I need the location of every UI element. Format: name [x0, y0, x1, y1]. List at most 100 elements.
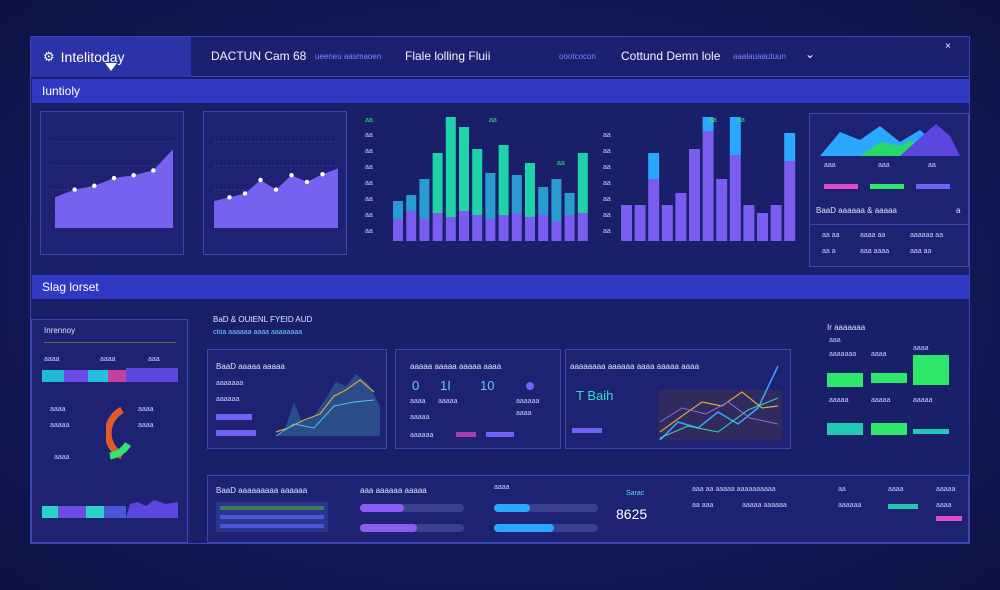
right-table-label-8: aaaa: [936, 502, 952, 509]
widget-b-label-1: aaaa: [410, 398, 426, 405]
header-item-1[interactable]: DACTUN Cam 68: [211, 49, 307, 63]
section-header-2: Slag lorset: [32, 275, 969, 299]
brand-name: Intelitoday: [60, 49, 125, 65]
slider-2-fill: [494, 524, 555, 532]
y-tick-label: aa: [603, 212, 611, 219]
right-label-1: aaa: [829, 337, 841, 344]
bar-segment-bottom: [459, 211, 469, 241]
y-tick-label: aa: [365, 212, 373, 219]
chevron-down-icon: [105, 63, 117, 71]
data-point: [258, 177, 263, 183]
right-label-6: aaaaa: [871, 397, 891, 404]
bar-segment-top: [525, 163, 535, 217]
widget-a-title: BaaD aaaaa aaaaa: [216, 362, 285, 371]
slider-1-fill: [494, 504, 531, 512]
bar: [648, 179, 660, 241]
header-item-3[interactable]: Cottund Demn lole: [621, 49, 721, 63]
data-point: [227, 195, 232, 200]
widget-a-label-2: aaaaaa: [216, 396, 240, 403]
bar-segment-top: [511, 175, 522, 213]
stat-1: aa aa: [822, 232, 840, 239]
right-label-4: aaaa: [913, 345, 929, 352]
bar-segment-top: [498, 145, 509, 215]
left-label-5: aaaa: [138, 406, 154, 413]
section-header-1: Iuntioly: [32, 79, 969, 103]
right-table-bar-2: [936, 516, 962, 521]
bar-segment-top: [445, 113, 456, 217]
y-tick-label: aa: [365, 132, 373, 139]
bar-segment-bottom: [406, 211, 417, 241]
right-table-label-2: aa aaa: [692, 502, 714, 509]
bar-segment-top: [729, 85, 741, 155]
bar-segment-bottom: [525, 217, 535, 241]
data-point: [131, 173, 136, 178]
bottom-panel: BaaD aaaaaaaaa aaaaaa aaa aaaaaa aaaaa a…: [207, 475, 969, 543]
progress-fill-2: [360, 524, 418, 532]
bar-segment-top: [784, 133, 796, 161]
bar-segment-top: [538, 187, 549, 215]
stat-2: aaaa aa: [860, 232, 886, 239]
bar-segment-bottom: [485, 219, 496, 241]
widget-b-number-1: 0: [412, 378, 420, 393]
heat-strip-bottom: [42, 500, 178, 518]
brand-menu[interactable]: ⚙ Intelitoday: [31, 37, 191, 77]
area-chart-2-fill: [214, 168, 338, 228]
widget-b-number-2: 1I: [440, 378, 451, 393]
widget-b-bar-1: [456, 432, 476, 437]
mini-row-label-3: aa: [928, 162, 936, 169]
bar-segment-bottom: [472, 215, 483, 241]
chevron-down-icon[interactable]: ⌄: [805, 47, 816, 61]
stat-3: aaaaaa aa: [910, 232, 944, 239]
left-summary-panel: Inrennoy aaaa aaaa aaa aaaa aaaa aaaaa a…: [31, 319, 188, 543]
right-block-3: [913, 355, 949, 385]
left-label-1: aaaa: [44, 356, 60, 363]
mountain-chart: [820, 124, 960, 156]
widget-c-title: aaaaaaaa aaaaaa aaaa aaaaa aaaa: [570, 362, 700, 371]
close-icon[interactable]: ×: [945, 41, 951, 52]
bar-segment-top: [485, 173, 496, 219]
right-label-2: aaaaaaa: [829, 351, 857, 358]
y-tick-label: aa: [603, 148, 611, 155]
header-item-2[interactable]: Flale lolling Fluii: [405, 49, 491, 63]
right-table-label-3: aaaaa aaaaaa: [742, 502, 787, 509]
bar: [716, 179, 728, 241]
data-point: [289, 173, 294, 178]
bar-top-label: aa: [557, 160, 565, 167]
right-block-6: [913, 429, 949, 434]
bar-segment-top: [648, 153, 660, 179]
bar-segment-bottom: [551, 221, 562, 241]
left-label-3: aaa: [148, 356, 160, 363]
area-chart-1: [51, 141, 175, 228]
y-tick-label: aa: [365, 196, 373, 203]
bar-segment-top: [577, 153, 588, 213]
bar: [702, 131, 714, 241]
bar: [675, 193, 687, 241]
table-row: [220, 506, 324, 510]
widget-a-label-1: aaaaaaa: [216, 380, 244, 387]
right-stats-title: Ir aaaaaaa: [827, 323, 866, 332]
data-point: [111, 175, 117, 181]
bottom-mini-table: [216, 502, 328, 532]
slider-2[interactable]: [494, 524, 598, 532]
metric-value: 8625: [616, 506, 648, 522]
left-label-2: aaaa: [100, 356, 116, 363]
divider: [810, 224, 968, 225]
widget-b-label-4: aaaaa: [410, 414, 430, 421]
stat-6: aaa aa: [910, 248, 932, 255]
widget-c-line-chart: [658, 365, 782, 441]
mini-bar-magenta: [824, 184, 858, 189]
widget-b-bar-2: [486, 432, 514, 437]
slider-1[interactable]: [494, 504, 598, 512]
data-point: [273, 187, 279, 192]
y-tick-label: aa: [603, 228, 611, 235]
settings-icon: ⚙: [43, 49, 55, 64]
header-item-3-sub: oootcocon: [559, 52, 596, 61]
status-dot: [526, 382, 534, 390]
area-chart-1-fill: [55, 149, 173, 228]
left-label-4: aaaa: [50, 406, 66, 413]
bar: [634, 205, 646, 241]
area-chart-panel-1: [40, 111, 184, 255]
top-bar: ⚙ Intelitoday DACTUN Cam 68 ueeneu aasma…: [31, 37, 969, 77]
bar-segment-top: [419, 179, 430, 219]
bar-segment-bottom: [445, 217, 456, 241]
